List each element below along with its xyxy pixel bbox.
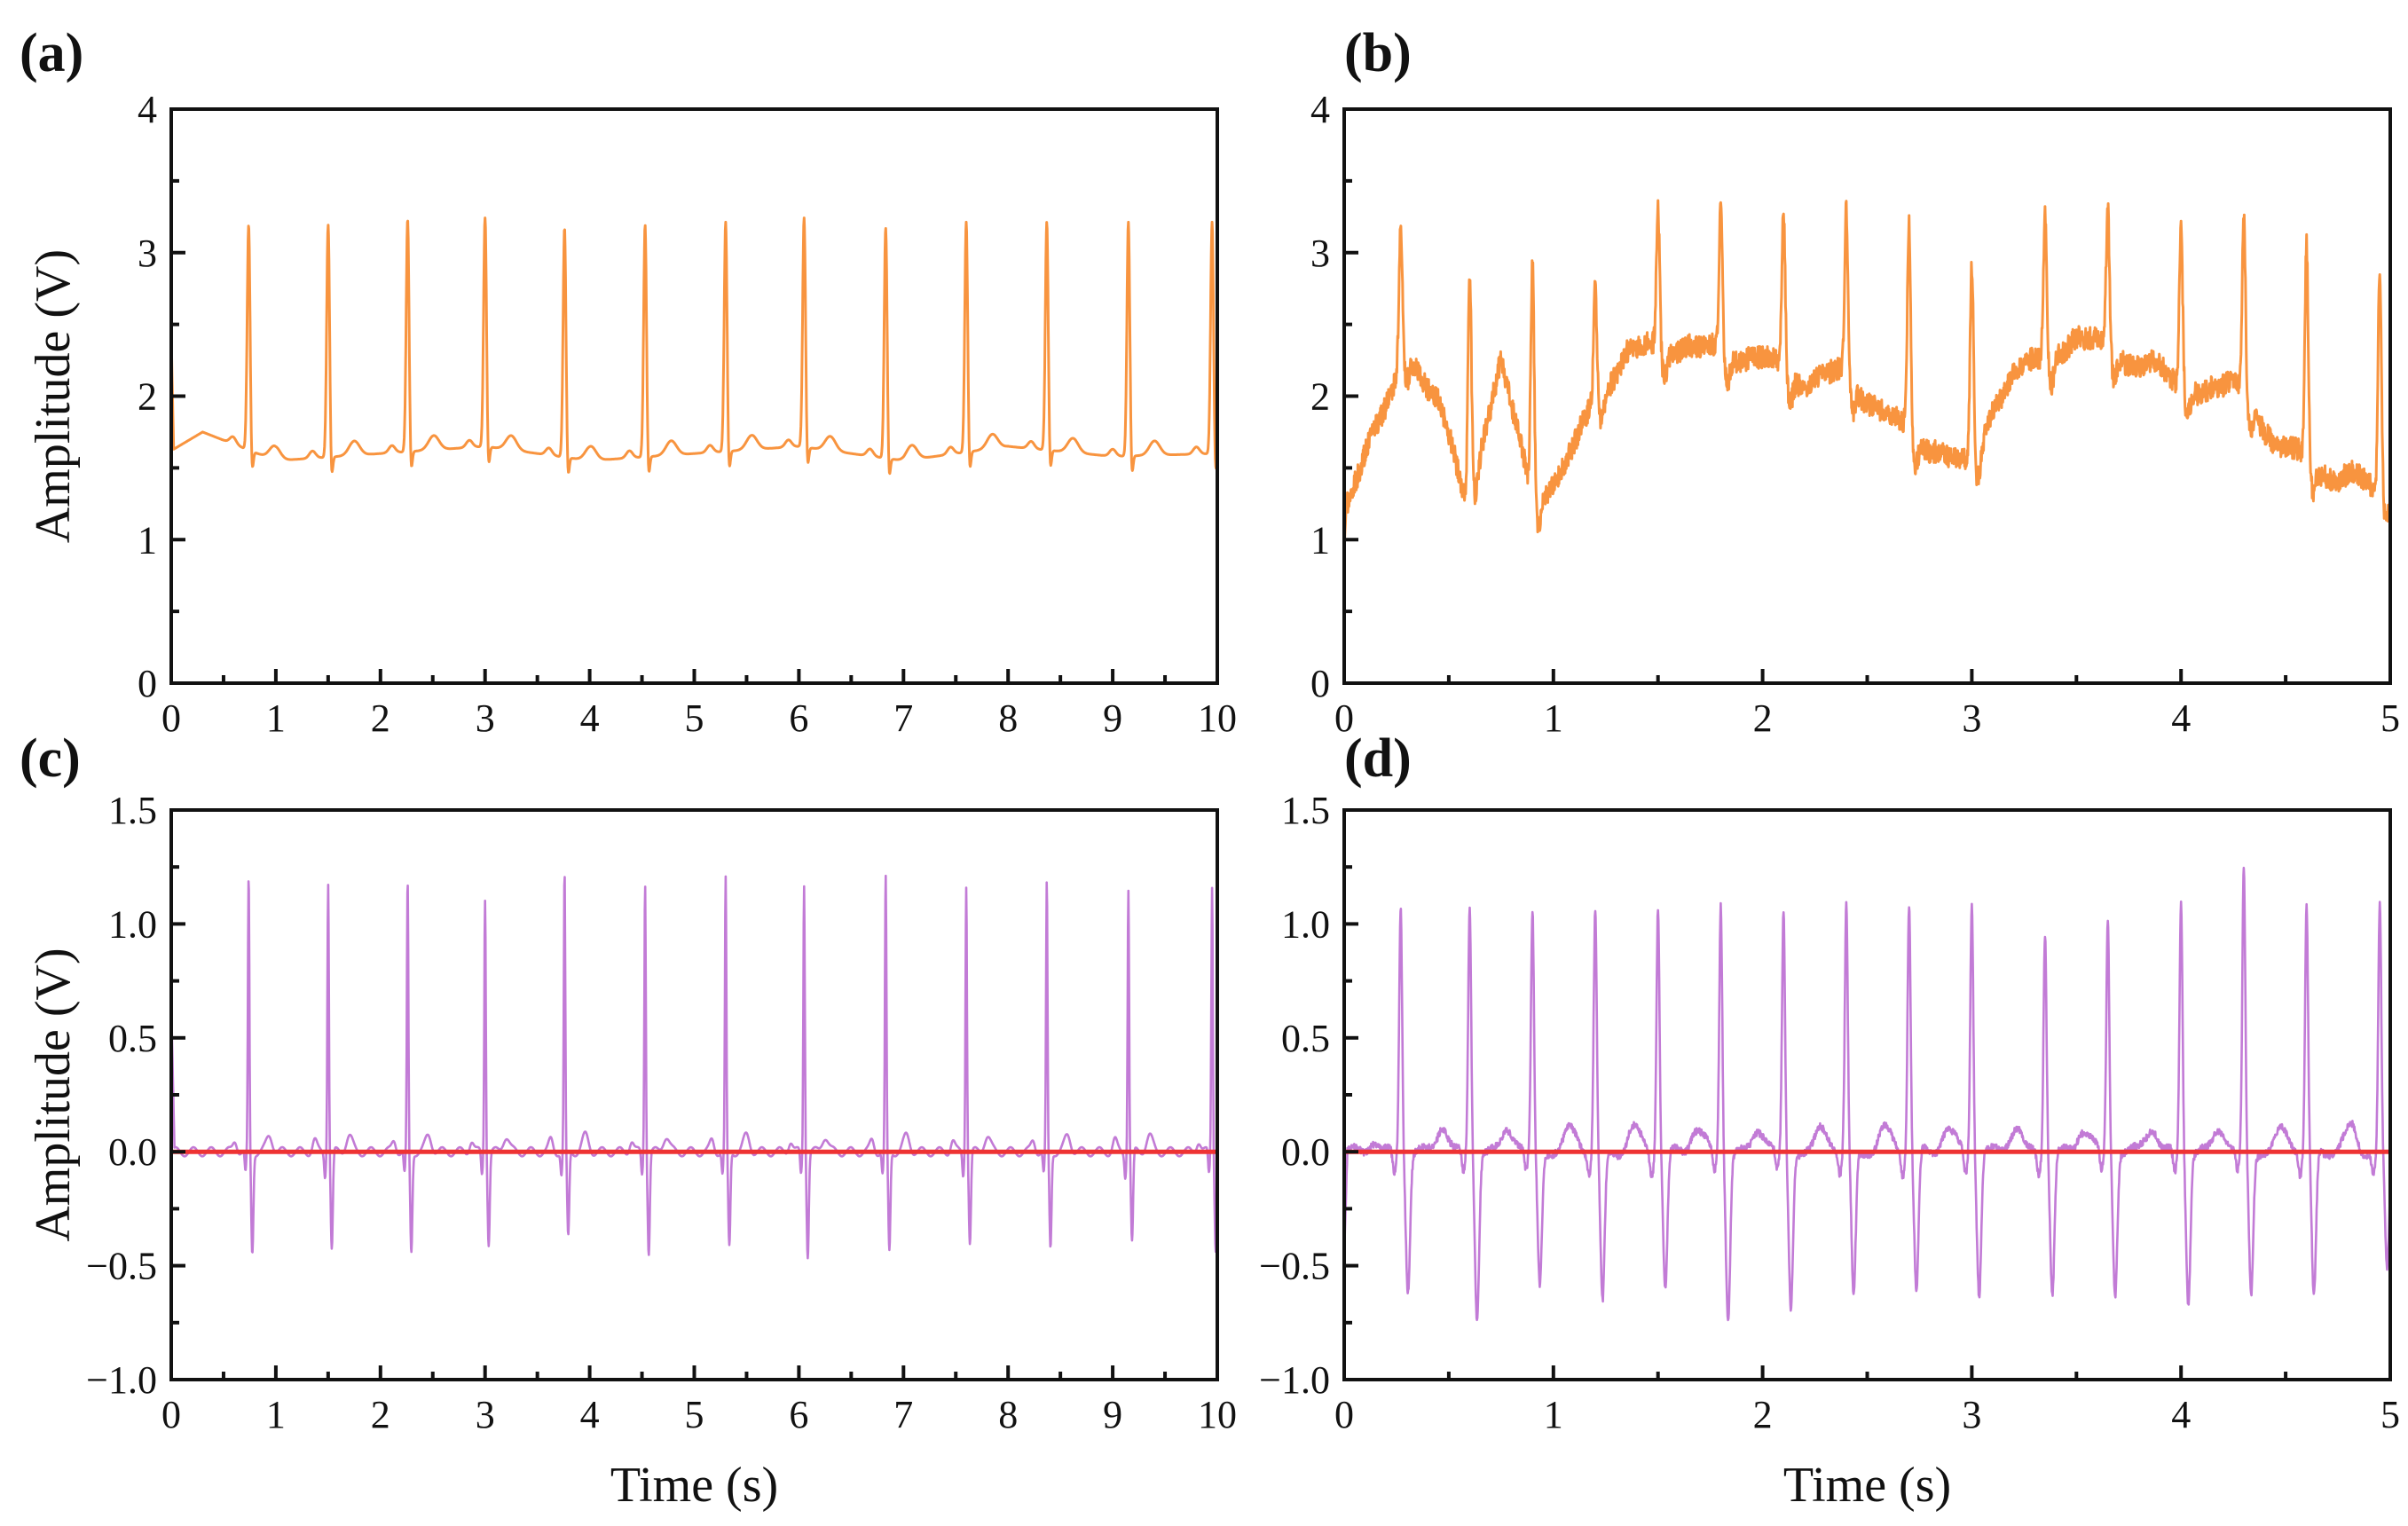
- x-tick-label-a: 6: [789, 696, 808, 740]
- y-tick-label-a: 4: [138, 88, 157, 131]
- x-tick-label-a: 7: [893, 696, 913, 740]
- x-tick-label-c: 9: [1103, 1393, 1122, 1436]
- x-tick-label-b: 0: [1334, 696, 1354, 740]
- y-tick-label-a: 0: [138, 662, 157, 705]
- x-tick-label-c: 6: [789, 1393, 808, 1436]
- x-tick-label-a: 4: [580, 696, 600, 740]
- series-line-d: [1344, 866, 2390, 1322]
- y-tick-label-d: −0.5: [1259, 1245, 1330, 1288]
- plot-frame-a: [169, 107, 1219, 685]
- x-tick-label-b: 4: [2171, 696, 2191, 740]
- x-tick-label-d: 3: [1962, 1393, 1981, 1436]
- y-tick-label-a: 1: [138, 518, 157, 562]
- x-tick-label-c: 0: [161, 1393, 181, 1436]
- x-tick-label-a: 3: [476, 696, 495, 740]
- panel-label-a: (a): [20, 23, 83, 83]
- panel-label-b: (b): [1344, 23, 1412, 83]
- series-line-c: [171, 874, 1217, 1260]
- y-tick-label-b: 0: [1310, 662, 1330, 705]
- y-tick-label-b: 1: [1310, 518, 1330, 562]
- x-tick-label-c: 4: [580, 1393, 600, 1436]
- x-tick-label-a: 1: [266, 696, 286, 740]
- y-tick-label-c: −1.0: [86, 1358, 157, 1402]
- x-tick-label-d: 5: [2380, 1393, 2400, 1436]
- plot-frame-d: [1342, 808, 2392, 1381]
- y-tick-label-a: 3: [138, 232, 157, 275]
- panel-b: (b) 0 1 2 3 4 5 0 1 2 3 4: [1310, 23, 2400, 740]
- x-tick-label-b: 2: [1753, 696, 1773, 740]
- y-tick-label-d: 1.0: [1281, 902, 1330, 946]
- y-tick-label-c: 0.0: [108, 1130, 157, 1174]
- x-tick-label-c: 7: [893, 1393, 913, 1436]
- x-tick-label-c: 1: [266, 1393, 286, 1436]
- x-axis-label-d: Time (s): [1783, 1458, 1951, 1513]
- x-tick-label-d: 4: [2171, 1393, 2191, 1436]
- y-axis-label-a: Amplitude (V): [26, 249, 81, 543]
- y-tick-label-a: 2: [138, 375, 157, 419]
- panel-c: (c) 0 1 2 3 4 5 6 7 8 9 10 −1.0 −0.5 0.0 0.5 1.0 1.5 Ampli…: [20, 728, 1237, 1513]
- series-line-b: [1344, 199, 2390, 547]
- y-tick-label-c: 1.0: [108, 902, 157, 946]
- x-tick-label-a: 8: [998, 696, 1018, 740]
- series-line-a: [171, 216, 1217, 476]
- x-tick-label-d: 1: [1544, 1393, 1563, 1436]
- panel-label-c: (c): [20, 728, 81, 789]
- x-tick-label-c: 3: [476, 1393, 495, 1436]
- y-tick-label-c: −0.5: [86, 1245, 157, 1288]
- y-tick-label-c: 1.5: [108, 789, 157, 832]
- x-axis-label-c: Time (s): [610, 1458, 778, 1513]
- x-tick-label-b: 1: [1544, 696, 1563, 740]
- x-tick-label-b: 5: [2380, 696, 2400, 740]
- x-tick-label-a: 2: [371, 696, 390, 740]
- y-tick-label-b: 3: [1310, 232, 1330, 275]
- y-tick-label-b: 2: [1310, 375, 1330, 419]
- y-tick-label-d: 0.5: [1281, 1017, 1330, 1060]
- x-tick-label-c: 8: [998, 1393, 1018, 1436]
- y-tick-label-b: 4: [1310, 88, 1330, 131]
- x-tick-label-c: 10: [1198, 1393, 1237, 1436]
- y-axis-label-c: Amplitude (V): [26, 948, 81, 1241]
- y-tick-label-c: 0.5: [108, 1017, 157, 1060]
- x-tick-label-b: 3: [1962, 696, 1981, 740]
- y-tick-label-d: 1.5: [1281, 789, 1330, 832]
- x-tick-label-a: 5: [685, 696, 704, 740]
- y-tick-label-d: 0.0: [1281, 1130, 1330, 1174]
- x-tick-label-c: 2: [371, 1393, 390, 1436]
- x-tick-label-a: 9: [1103, 696, 1122, 740]
- panel-label-d: (d): [1344, 728, 1412, 789]
- x-tick-label-a: 0: [161, 696, 181, 740]
- panel-a: (a) 0 1 2 3 4 5 6 7 8 9 10 0 1 2 3 4 Amplitude (V): [20, 23, 1237, 740]
- x-tick-label-a: 10: [1198, 696, 1237, 740]
- x-tick-label-d: 2: [1753, 1393, 1773, 1436]
- y-tick-label-d: −1.0: [1259, 1358, 1330, 1402]
- panel-d: (d) 0 1 2 3 4 5 −1.0 −0.5 0.0 0.5 1.0 1.5 Time (s): [1259, 728, 2400, 1513]
- x-tick-label-c: 5: [685, 1393, 704, 1436]
- x-tick-label-d: 0: [1334, 1393, 1354, 1436]
